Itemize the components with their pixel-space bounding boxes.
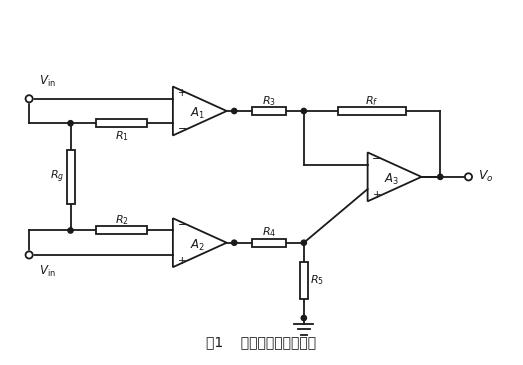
Text: $A_3$: $A_3$	[384, 172, 400, 187]
Text: $R_5$: $R_5$	[310, 273, 324, 287]
Text: +: +	[178, 88, 187, 98]
Text: $V_{\rm in}$: $V_{\rm in}$	[39, 264, 55, 280]
Text: $R_g$: $R_g$	[50, 169, 64, 185]
Bar	[66, 150, 74, 204]
Bar	[252, 239, 287, 247]
Text: $R_1$: $R_1$	[115, 130, 129, 143]
Text: −: −	[178, 220, 187, 230]
Text: $A_1$: $A_1$	[189, 106, 204, 122]
Circle shape	[438, 174, 443, 180]
Circle shape	[301, 108, 306, 114]
Text: $R_f$: $R_f$	[366, 94, 379, 108]
Text: +: +	[373, 190, 381, 200]
Text: $R_3$: $R_3$	[262, 94, 276, 108]
Bar	[300, 262, 308, 299]
Text: −: −	[372, 154, 382, 164]
Bar	[96, 227, 147, 234]
Bar	[96, 119, 147, 127]
Bar	[338, 107, 406, 115]
Circle shape	[465, 173, 472, 180]
Text: $V_{\rm in}$: $V_{\rm in}$	[39, 74, 55, 89]
Text: −: −	[178, 124, 187, 134]
Circle shape	[232, 108, 237, 114]
Circle shape	[301, 240, 306, 245]
Text: +: +	[178, 255, 187, 266]
Text: 图1    仪表放大器典型结构: 图1 仪表放大器典型结构	[207, 335, 316, 349]
Circle shape	[26, 251, 33, 258]
Circle shape	[26, 95, 33, 102]
Text: $R_2$: $R_2$	[115, 213, 129, 227]
Text: $A_2$: $A_2$	[189, 238, 204, 253]
Circle shape	[68, 228, 73, 233]
Circle shape	[232, 240, 237, 245]
Bar	[252, 107, 287, 115]
Circle shape	[68, 120, 73, 126]
Text: $V_o$: $V_o$	[478, 169, 493, 184]
Text: $R_4$: $R_4$	[262, 226, 276, 239]
Circle shape	[301, 315, 306, 320]
